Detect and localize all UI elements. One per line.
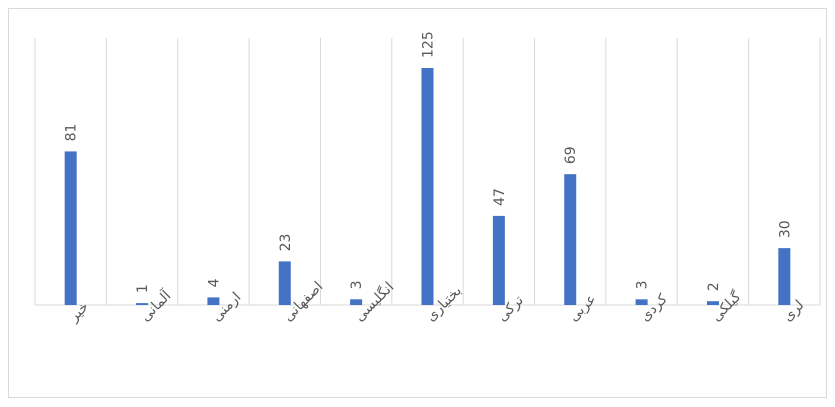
chart-border — [8, 8, 827, 398]
bar — [207, 297, 220, 305]
data-label: 3 — [349, 280, 365, 289]
data-label: 4 — [206, 278, 222, 287]
bar — [64, 151, 77, 305]
bar — [778, 248, 791, 305]
bar — [136, 303, 149, 305]
bar — [564, 174, 577, 305]
bar — [350, 299, 363, 305]
data-label: 1 — [135, 284, 151, 293]
bar — [706, 301, 719, 305]
data-label: 3 — [635, 280, 651, 289]
data-label: 23 — [278, 234, 294, 252]
data-label: 69 — [563, 146, 579, 164]
data-label: 47 — [492, 188, 508, 206]
data-label: 125 — [421, 31, 437, 58]
data-label: 81 — [64, 124, 80, 142]
bar — [635, 299, 648, 305]
bar — [421, 68, 434, 305]
bar — [492, 215, 505, 305]
data-label: 30 — [777, 220, 793, 238]
data-label: 2 — [706, 282, 722, 291]
bar — [278, 261, 291, 305]
